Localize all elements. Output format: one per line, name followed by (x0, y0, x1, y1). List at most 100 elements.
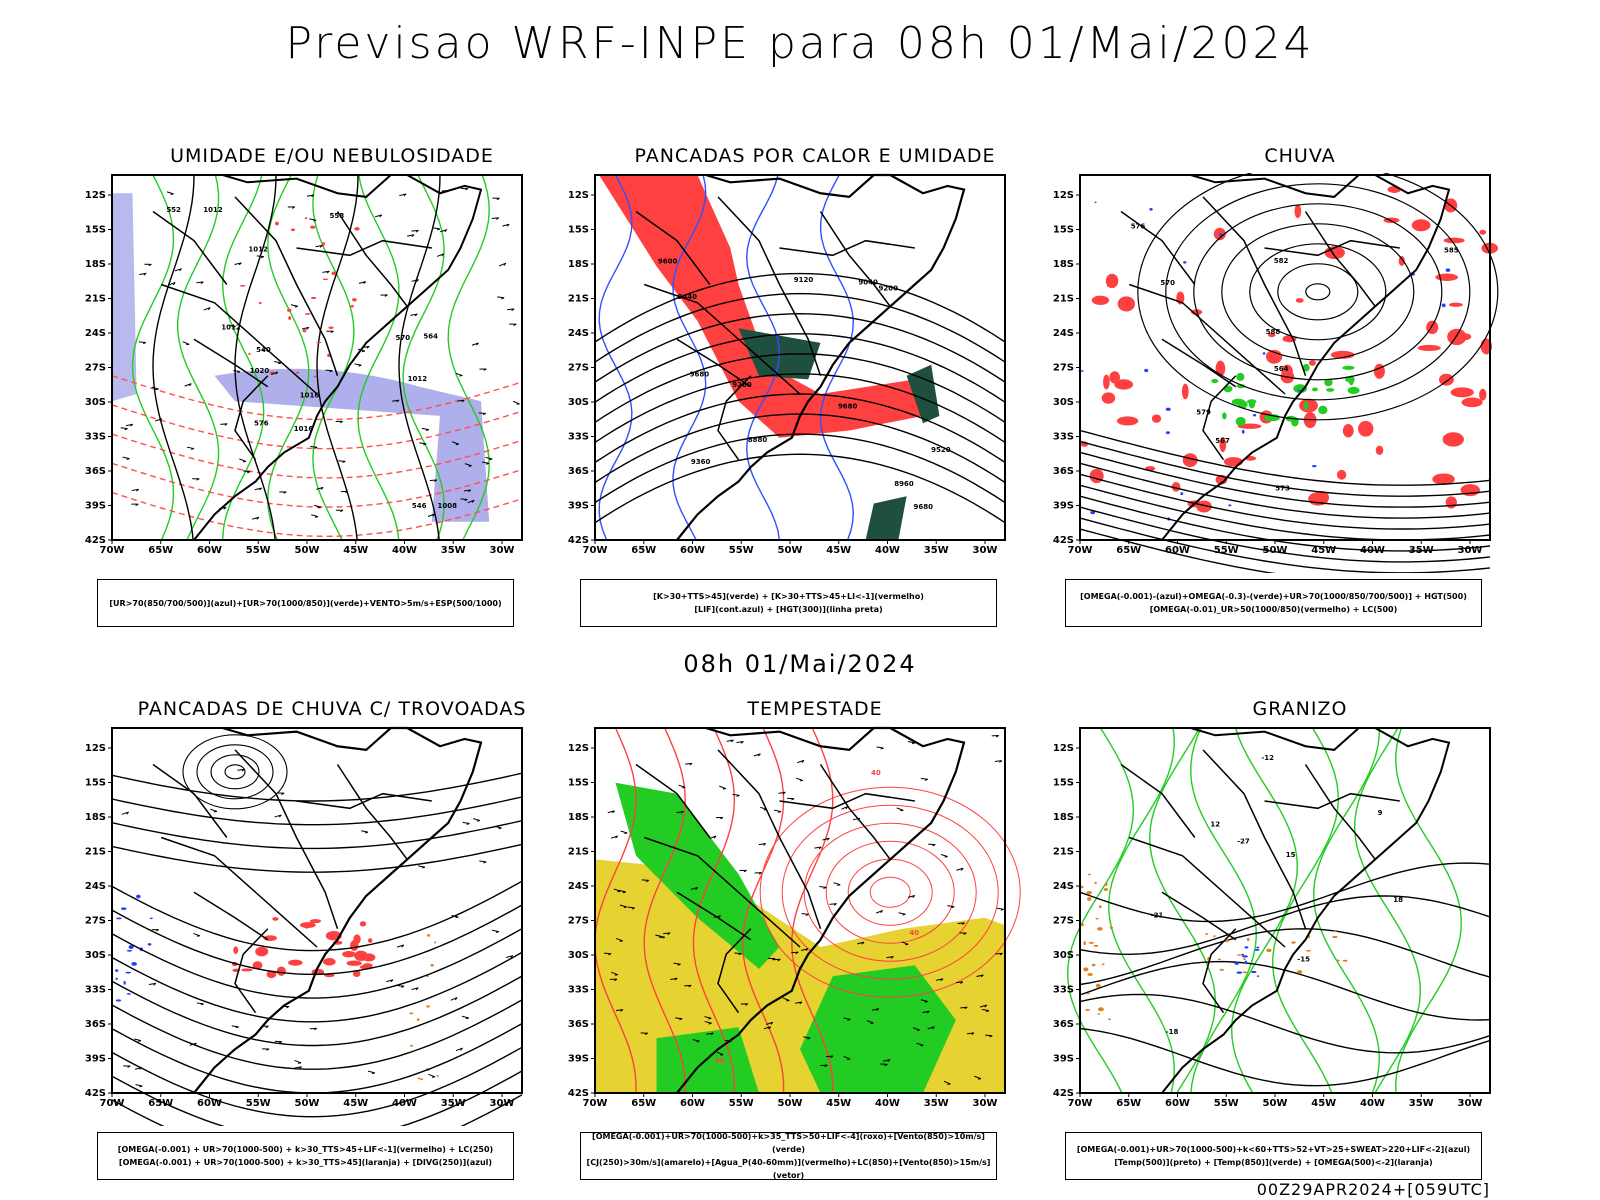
shade-blob (1237, 400, 1248, 409)
wind-arrowhead (170, 193, 174, 195)
lat-label: 24S (568, 881, 589, 892)
shade-blob (261, 348, 265, 352)
shade-blob (1235, 416, 1246, 426)
coastline-group (635, 173, 966, 541)
shade-blob (1182, 453, 1198, 467)
wind-arrowhead (984, 1004, 988, 1008)
lon-label: 45W (343, 545, 368, 556)
wind-arrow (473, 818, 481, 822)
red-storm-areas (231, 917, 376, 979)
country-border (336, 211, 408, 307)
wind-arrowhead (710, 1032, 714, 1036)
shade-blob (1088, 941, 1094, 944)
shade-blob (352, 298, 357, 302)
green-area (906, 364, 940, 424)
wind850-green-area (615, 782, 780, 969)
wind-arrowhead (278, 1041, 283, 1044)
lon-label: 70W (1068, 545, 1093, 556)
shade-blob (1248, 400, 1255, 409)
wind-arrowhead (444, 229, 448, 233)
wind-arrowhead (880, 747, 884, 750)
wind-arrowhead (432, 513, 435, 517)
wind-arrow (174, 268, 182, 272)
wind-arrowhead (513, 323, 517, 326)
wind-arrowhead (306, 326, 310, 330)
contour-line (1079, 862, 1491, 923)
wind-arrowhead (339, 420, 343, 424)
wind-arrow (896, 807, 904, 811)
shade-blob (1205, 933, 1209, 935)
panel-title: TEMPESTADE (747, 698, 883, 720)
country-border (1202, 196, 1307, 376)
country-border (1128, 836, 1286, 948)
wind-arrowhead (708, 1017, 712, 1020)
wind-arrow (620, 830, 628, 834)
contour-label: 9520 (931, 446, 951, 454)
shade-blob (1080, 923, 1085, 926)
wind-arrow (467, 499, 475, 504)
shade-blob (1312, 387, 1318, 392)
shade-blob (1336, 469, 1347, 480)
lat-label: 36S (85, 466, 106, 477)
contour-line (447, 174, 490, 541)
shade-blob (409, 1012, 414, 1015)
lon-label: 70W (583, 545, 608, 556)
contour-label: 1016 (294, 425, 314, 433)
mid-time-label: 08h 01/Mai/2024 (683, 650, 917, 678)
contour-label: 570 (1160, 279, 1175, 287)
wind-arrowhead (126, 458, 130, 460)
wind-arrow (421, 427, 429, 431)
contour-line (1190, 727, 1257, 1094)
wind-arrowhead (511, 308, 515, 312)
lat-label: 42S (1053, 1088, 1074, 1099)
shade-blob (1101, 392, 1116, 404)
wind-arrow (692, 1039, 700, 1042)
wind-arrow (210, 808, 218, 812)
country-border (234, 375, 269, 461)
wind-arrowhead (465, 188, 469, 191)
wind-arrow (155, 418, 163, 422)
shade-blob (1294, 204, 1302, 219)
hgt300-lines (594, 272, 1006, 524)
wind-arrow (309, 1027, 317, 1030)
wind-arrowhead (326, 270, 330, 274)
lat-label: 15S (568, 225, 589, 236)
wind-arrow (290, 304, 298, 307)
wind-arrowhead (143, 272, 147, 276)
panel-legend: [OMEGA(-0.001)+UR>70(1000-500)+k<60+TTS>… (1065, 1132, 1482, 1180)
country-border (1202, 749, 1307, 929)
wind-arrow (726, 739, 734, 742)
wind-arrow (690, 887, 698, 890)
wind-arrow (967, 1032, 975, 1035)
contour-label: 9120 (794, 276, 814, 284)
wind-arrow (886, 956, 894, 959)
shade-blob (1083, 967, 1089, 972)
wind-arrowhead (622, 891, 626, 894)
wind-arrow (274, 361, 282, 364)
wind-arrow (796, 777, 803, 781)
wind-arrow (801, 913, 809, 915)
lat-label: 15S (568, 778, 589, 789)
lat-label: 33S (568, 432, 589, 443)
shade-blob (1243, 958, 1246, 960)
contour-line (182, 734, 288, 810)
coastline (676, 173, 966, 541)
lat-label: 30S (568, 397, 589, 408)
wind-arrow (912, 1027, 920, 1031)
country-border (779, 239, 915, 257)
contour-label: -18 (1166, 1028, 1179, 1036)
shade-blob (1236, 954, 1242, 956)
wind-arrow (670, 977, 678, 980)
wind-arrow (463, 489, 471, 492)
contour-line (111, 772, 523, 802)
contour-line (692, 727, 736, 1094)
wind-arrowhead (758, 872, 762, 875)
wind-arrowhead (826, 837, 830, 841)
lat-label: 18S (1053, 812, 1074, 823)
shade-blob (1219, 436, 1227, 453)
wind-arrowhead (361, 350, 365, 353)
wind-arrowhead (223, 507, 227, 510)
wind-arrowhead (396, 399, 400, 403)
shade-blob (149, 917, 153, 920)
lat-label: 33S (568, 985, 589, 996)
